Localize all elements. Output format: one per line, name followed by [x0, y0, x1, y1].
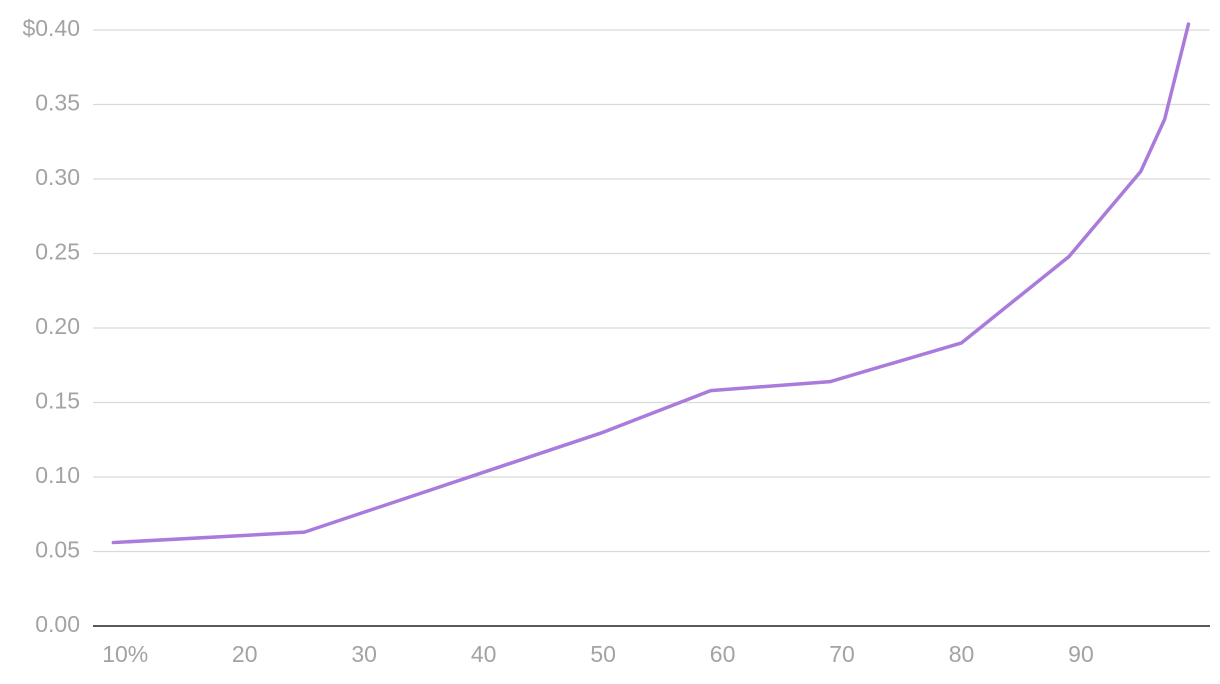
x-tick-label: 50	[590, 641, 616, 667]
x-tick-label: 40	[471, 641, 497, 667]
y-tick-label: $0.40	[22, 15, 80, 41]
x-tick-label: 30	[351, 641, 377, 667]
x-tick-label: 70	[829, 641, 855, 667]
y-tick-label: 0.10	[35, 462, 80, 488]
x-tick-label: 60	[710, 641, 736, 667]
y-tick-label: 0.25	[35, 239, 80, 265]
x-tick-label: 20	[232, 641, 258, 667]
y-tick-label: 0.20	[35, 313, 80, 339]
y-tick-label: 0.05	[35, 537, 80, 563]
y-tick-label: 0.35	[35, 90, 80, 116]
x-tick-label: 80	[949, 641, 975, 667]
x-tick-label: 90	[1068, 641, 1094, 667]
data-line	[111, 22, 1191, 545]
x-tick-label: 10%	[102, 641, 148, 667]
y-tick-label: 0.15	[35, 388, 80, 414]
y-tick-label: 0.00	[35, 611, 80, 637]
y-tick-label: 0.30	[35, 164, 80, 190]
